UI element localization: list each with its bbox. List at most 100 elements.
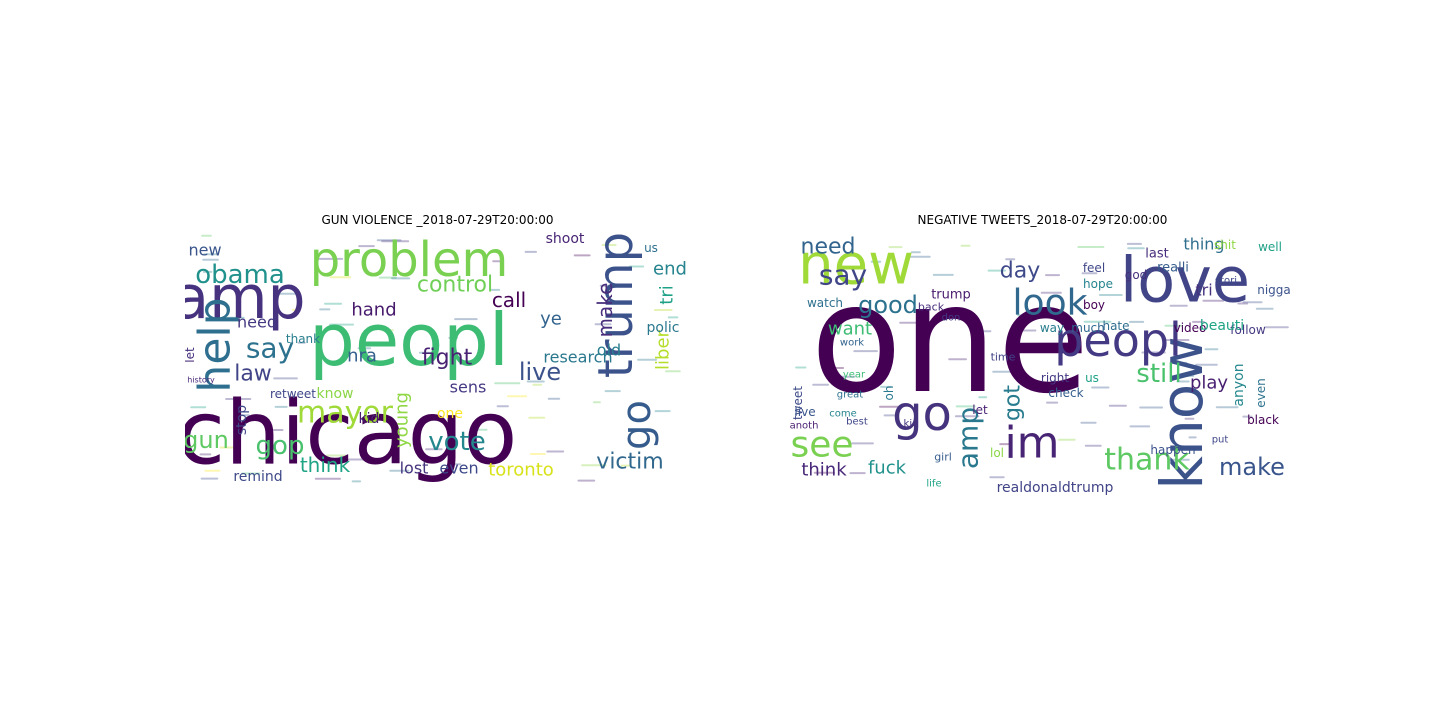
wordcloud-word: stop bbox=[234, 405, 250, 435]
texture-mark bbox=[1242, 301, 1263, 304]
wordcloud-word: need bbox=[237, 313, 277, 332]
texture-mark bbox=[594, 323, 612, 326]
wordcloud-word: im bbox=[1004, 418, 1059, 469]
wordcloud-word: victim bbox=[596, 450, 663, 475]
texture-mark bbox=[381, 329, 394, 332]
texture-mark bbox=[375, 343, 391, 346]
wordcloud-word: last bbox=[1145, 247, 1168, 262]
texture-mark bbox=[376, 239, 402, 242]
texture-mark bbox=[1084, 444, 1102, 447]
texture-mark bbox=[199, 453, 212, 456]
texture-mark bbox=[291, 308, 301, 311]
texture-mark bbox=[1017, 314, 1043, 317]
texture-mark bbox=[241, 472, 261, 475]
wordcloud-word: shoot bbox=[546, 231, 585, 247]
wordcloud-word: say bbox=[246, 332, 294, 365]
texture-mark bbox=[351, 480, 362, 483]
wordcloud-word: mayor bbox=[297, 396, 394, 431]
wordcloud-word: research bbox=[543, 348, 612, 367]
wordcloud-word: nra bbox=[347, 346, 377, 367]
wordcloud-word: shit bbox=[1214, 238, 1236, 252]
texture-mark bbox=[853, 350, 878, 353]
texture-mark bbox=[573, 254, 591, 257]
wordcloud-word: feel bbox=[1083, 261, 1105, 275]
wordcloud-word: chicago bbox=[185, 382, 517, 485]
wordcloud-word: watch bbox=[807, 296, 843, 310]
wordcloud-word: trump bbox=[931, 288, 971, 303]
texture-mark bbox=[314, 477, 341, 480]
texture-mark bbox=[1081, 272, 1098, 275]
texture-mark bbox=[1057, 438, 1076, 441]
texture-mark bbox=[425, 448, 443, 451]
texture-mark bbox=[1168, 458, 1190, 461]
texture-mark bbox=[507, 395, 528, 398]
texture-mark bbox=[1083, 320, 1112, 323]
wordcloud-word: work bbox=[840, 338, 864, 349]
texture-mark bbox=[273, 377, 298, 380]
texture-mark bbox=[954, 415, 980, 418]
wordcloud-word: fuck bbox=[868, 458, 907, 479]
wordcloud-word: right bbox=[1041, 371, 1069, 385]
texture-mark bbox=[948, 358, 967, 361]
texture-mark bbox=[851, 442, 874, 445]
texture-mark bbox=[489, 288, 501, 291]
wordcloud-word: stori bbox=[1215, 276, 1237, 287]
texture-mark bbox=[1139, 406, 1163, 409]
wordcloud-word: follow bbox=[1230, 323, 1266, 337]
texture-mark bbox=[329, 276, 352, 279]
texture-mark bbox=[381, 240, 410, 243]
texture-mark bbox=[448, 463, 462, 466]
wordcloud-word: even bbox=[1254, 378, 1268, 407]
texture-mark bbox=[620, 464, 631, 467]
wordcloud-word: vote bbox=[428, 427, 485, 457]
texture-mark bbox=[999, 443, 1011, 446]
wordcloud-word: beauti bbox=[1200, 318, 1244, 334]
texture-mark bbox=[835, 375, 856, 378]
wordcloud-word: girl bbox=[934, 451, 952, 464]
wordcloud-word: one bbox=[810, 253, 1089, 427]
texture-mark bbox=[391, 277, 411, 280]
texture-mark bbox=[667, 316, 679, 319]
texture-mark bbox=[868, 320, 882, 323]
texture-mark bbox=[1127, 247, 1145, 250]
wordcloud-word: gop bbox=[256, 431, 305, 461]
texture-mark bbox=[526, 380, 545, 383]
wordcloud-word: peopl bbox=[309, 298, 509, 382]
wordcloud-word: toronto bbox=[488, 460, 554, 481]
wordcloud-word: amp bbox=[185, 263, 306, 333]
wordcloud-word: check bbox=[1048, 386, 1083, 400]
wordcloud-word: retweet bbox=[270, 387, 316, 401]
texture-mark bbox=[1129, 425, 1151, 428]
texture-mark bbox=[1164, 324, 1183, 327]
texture-mark bbox=[1080, 421, 1097, 424]
texture-mark bbox=[448, 336, 458, 339]
texture-mark bbox=[190, 406, 207, 409]
texture-mark bbox=[235, 414, 250, 417]
texture-mark bbox=[454, 318, 478, 321]
wordcloud-word: video bbox=[1174, 321, 1207, 335]
texture-mark bbox=[960, 244, 971, 247]
texture-mark bbox=[849, 472, 866, 475]
wordcloud-word: best bbox=[846, 417, 868, 428]
texture-mark bbox=[225, 398, 252, 400]
wordcloud-word: year bbox=[843, 370, 866, 381]
texture-mark bbox=[1192, 320, 1205, 323]
wordcloud-word: realdonaldtrump bbox=[997, 480, 1114, 496]
texture-mark bbox=[910, 251, 921, 254]
wordcloud-word: know bbox=[317, 386, 354, 402]
texture-mark bbox=[899, 321, 918, 324]
texture-mark bbox=[992, 370, 1017, 373]
texture-mark bbox=[529, 453, 546, 455]
texture-mark bbox=[1172, 361, 1188, 364]
texture-mark bbox=[577, 479, 596, 482]
wordcloud-word: thank bbox=[1104, 443, 1190, 478]
texture-mark bbox=[955, 405, 976, 408]
texture-mark bbox=[1126, 242, 1142, 245]
texture-mark bbox=[989, 476, 1005, 479]
texture-mark bbox=[1098, 294, 1123, 296]
wordcloud-word: don bbox=[942, 313, 961, 324]
panel-title: NEGATIVE TWEETS_2018-07-29T20:00:00 bbox=[917, 213, 1168, 227]
wordcloud-image: chicago peopl amp problem help trump go obama ma… bbox=[185, 230, 690, 497]
texture-mark bbox=[883, 414, 899, 417]
texture-mark bbox=[273, 429, 284, 431]
